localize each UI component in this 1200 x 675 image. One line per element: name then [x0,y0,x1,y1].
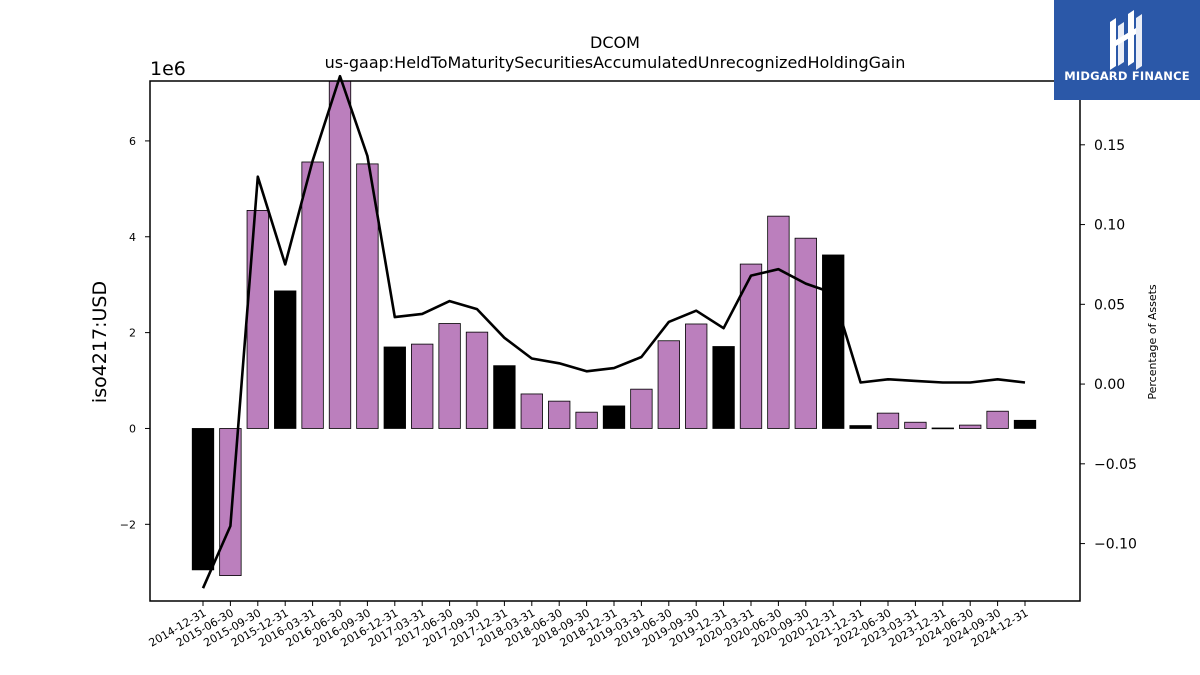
bar-2015-09-30 [246,210,269,429]
bar-2019-12-31 [712,346,735,429]
bar-2015-12-31 [274,290,297,429]
brand-logo: MIDGARD FINANCE [1054,0,1200,100]
bar-2023-03-31 [904,421,927,429]
y-tick-label: 0 [129,422,136,435]
chart-title: DCOM [590,33,640,52]
bar-2015-06-30 [219,428,242,576]
y-tick-label: −2 [120,518,136,531]
bar-2021-12-31 [849,425,872,429]
bar-2017-06-30 [438,323,461,429]
bar-2016-12-31 [383,346,406,429]
bar-2023-12-31 [931,427,954,430]
bar-2019-03-31 [630,388,653,429]
bars-layer [191,80,1037,576]
line-layer [201,74,1026,589]
brand-name: MIDGARD FINANCE [1064,69,1190,83]
y-tick-label: 6 [129,135,136,148]
bar-2020-06-30 [767,215,790,429]
y2-tick-label: 0.10 [1094,218,1125,234]
bar-2020-12-31 [822,254,845,429]
y2-tick-label: 0.05 [1094,297,1125,313]
bar-2014-12-31 [191,428,215,571]
y2-tick-label: −0.10 [1094,537,1137,553]
y2-tick-label: −0.05 [1094,457,1137,473]
y2-axis-label: Percentage of Assets [1146,284,1159,400]
midgard-logo-icon [1110,10,1142,70]
bar-2018-12-31 [602,405,626,429]
bar-2016-09-30 [356,163,379,429]
bar-2017-03-31 [411,343,434,429]
y-scale-label: 1e6 [150,58,186,80]
y-tick-label: 2 [129,327,136,340]
chart-subtitle: us-gaap:HeldToMaturitySecuritiesAccumula… [325,53,906,72]
bar-2019-06-30 [657,340,680,429]
bar-2019-09-30 [685,323,708,429]
bar-2018-06-30 [548,400,571,429]
bar-2022-06-30 [876,412,900,429]
bar-2018-09-30 [575,411,598,429]
bar-2017-12-31 [493,365,516,429]
bar-2020-09-30 [794,237,817,429]
bar-2018-03-31 [520,393,543,429]
bar-2016-06-30 [328,80,352,429]
y2-tick-label: 0.00 [1094,377,1125,393]
y-tick-label: 4 [129,231,136,244]
bar-2017-09-30 [465,331,489,429]
bar-2024-09-30 [986,410,1009,429]
y-axis-label: iso4217:USD [89,281,111,403]
y2-tick-label: 0.15 [1094,138,1125,154]
percentage-of-assets-line [201,74,1026,589]
bar-2024-06-30 [959,424,982,429]
bar-2016-03-31 [301,161,324,429]
bar-2020-03-31 [739,263,763,429]
plot-frame [149,80,1081,602]
bar-2024-12-31 [1013,419,1037,429]
axes-layer: −20246−0.10−0.050.000.050.100.152014-12-… [120,135,1137,650]
